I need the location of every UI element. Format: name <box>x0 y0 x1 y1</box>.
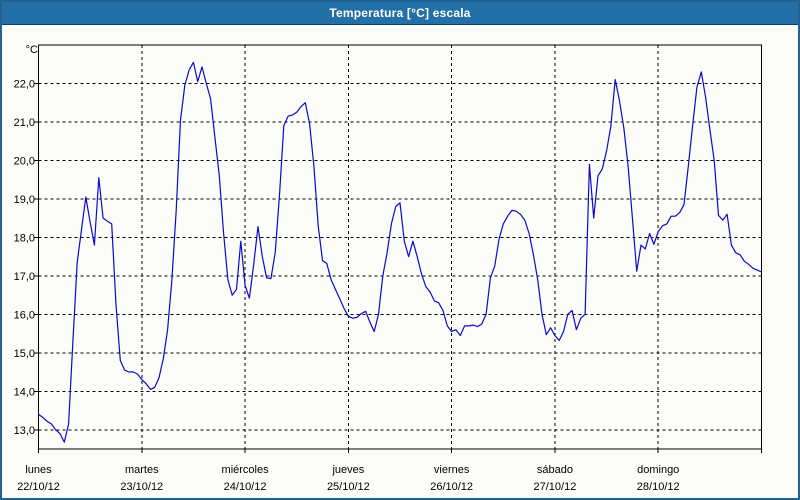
y-tick-label: 19,0 <box>14 194 35 206</box>
x-tick-label-day: lunes <box>25 464 52 476</box>
x-tick-label-date: 23/10/12 <box>120 481 163 493</box>
y-tick-label: 21,0 <box>14 117 35 129</box>
y-tick-label: 17,0 <box>14 271 35 283</box>
x-tick-label-day: miércoles <box>222 464 270 476</box>
x-tick-label-date: 24/10/12 <box>224 481 267 493</box>
x-tick-label-date: 26/10/12 <box>430 481 473 493</box>
x-tick-label-day: martes <box>125 464 159 476</box>
y-tick-label: 20,0 <box>14 155 35 167</box>
temperature-chart: 22,0 21,0 20,0 19,0 18,0 17,0 16,0 15,0 14,0 13,0… <box>14 44 763 493</box>
x-tick-label-date: 25/10/12 <box>327 481 370 493</box>
y-tick-label: 15,0 <box>14 348 35 360</box>
x-tick-label-date: 22/10/12 <box>17 481 60 493</box>
y-tick-label: 18,0 <box>14 232 35 244</box>
x-tick-label-date: 27/10/12 <box>534 481 577 493</box>
chart-title: Temperatura [°C] escala <box>329 6 471 20</box>
x-tick-label-date: 28/10/12 <box>637 481 680 493</box>
y-tick-label: 13,0 <box>14 425 35 437</box>
x-tick-label-day: viernes <box>434 464 470 476</box>
x-tick-label-day: sábado <box>537 464 573 476</box>
chart-area: 22,0 21,0 20,0 19,0 18,0 17,0 16,0 15,0 14,0 13,0… <box>2 25 798 498</box>
y-tick-label: 16,0 <box>14 309 35 321</box>
temperature-series-line <box>37 61 763 443</box>
y-tick-label: 14,0 <box>14 386 35 398</box>
x-tick-label-day: domingo <box>637 464 679 476</box>
x-tick-label-day: jueves <box>331 464 364 476</box>
chart-title-bar[interactable]: Temperatura [°C] escala <box>2 2 798 25</box>
y-tick-label: 22,0 <box>14 78 35 90</box>
y-axis-unit-label: °C <box>26 44 38 56</box>
plot-border <box>38 44 762 450</box>
